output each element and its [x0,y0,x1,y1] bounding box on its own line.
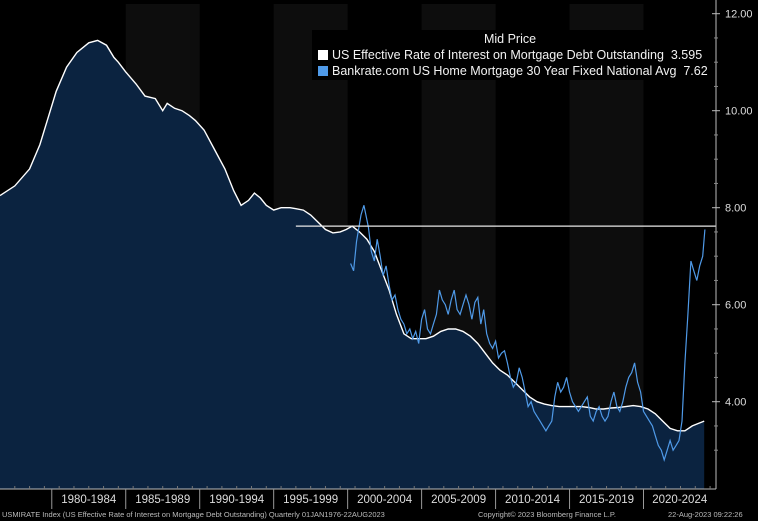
x-tick-label: 2000-2004 [357,494,413,506]
y-tick-label: 8.00 [725,203,746,215]
x-tick-label: 2005-2009 [431,494,486,506]
chart: 12.00 10.00 8.00 6.00 4.00 1980-1984 1985-198… [0,0,753,509]
y-tick-label: 10.00 [725,106,753,118]
y-tick-label: 12.00 [725,9,753,21]
legend-label: US Effective Rate of Interest on Mortgag… [332,48,664,62]
legend-swatch-white [318,50,328,60]
footer-copyright: Copyright© 2023 Bloomberg Finance L.P. [478,510,616,519]
legend-swatch-blue [318,66,328,76]
x-tick-label: 2010-2014 [505,494,561,506]
x-tick-label: 1980-1984 [61,494,117,506]
legend-value: 7.62 [683,64,708,78]
x-tick-label: 2015-2019 [579,494,634,506]
effective-rate-area [0,40,705,490]
y-tick-label: 6.00 [725,300,746,312]
x-tick-label: 1985-1989 [135,494,190,506]
legend-title: Mid Price [483,32,537,46]
footer-timestamp: 22-Aug-2023 09:22:26 [668,510,743,519]
footer: USMIRATE Index (US Effective Rate of Int… [0,509,758,521]
legend-entry-effective-rate: US Effective Rate of Interest on Mortgag… [318,48,702,62]
legend: Mid Price US Effective Rate of Interest … [312,30,708,80]
bankrate-line [350,205,706,462]
x-tick-label: 1995-1999 [283,494,338,506]
legend-label: Bankrate.com US Home Mortgage 30 Year Fi… [332,64,677,78]
x-tick-label: 2020-2024 [652,494,708,506]
x-tick-label: 1990-1994 [209,494,265,506]
legend-value: 3.595 [670,48,703,62]
y-tick-label: 4.00 [725,397,746,409]
footer-series-info: USMIRATE Index (US Effective Rate of Int… [2,510,385,519]
legend-entry-bankrate: Bankrate.com US Home Mortgage 30 Year Fi… [318,64,708,78]
